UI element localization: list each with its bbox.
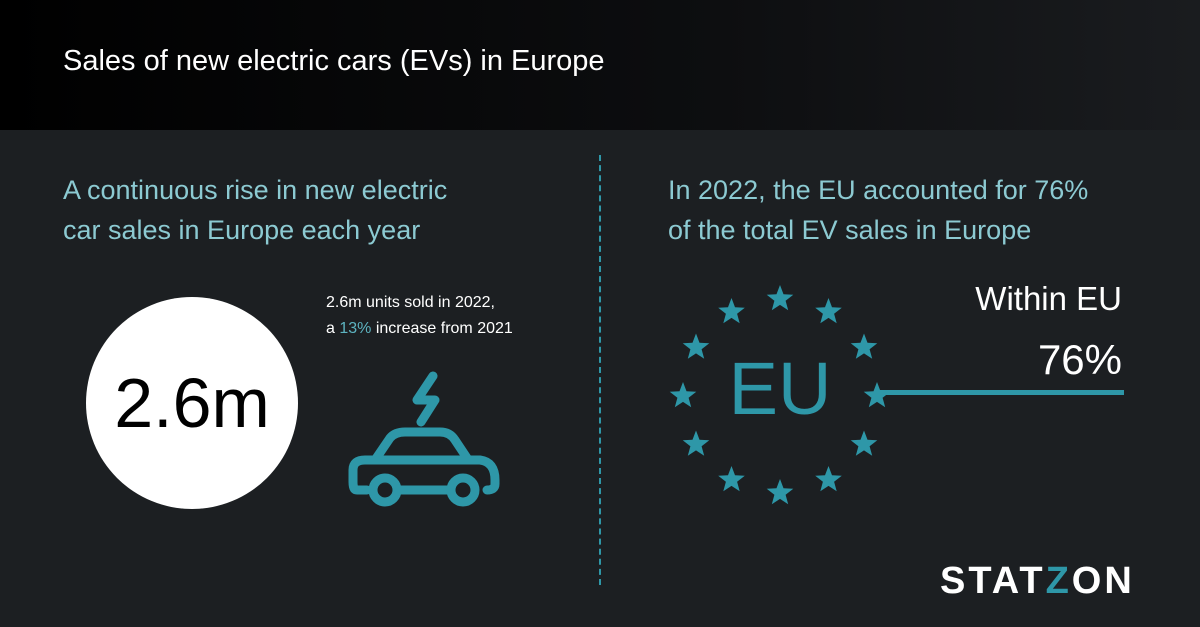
right-headline: In 2022, the EU accounted for 76% of the… — [668, 170, 1088, 250]
eu-star — [669, 382, 697, 408]
eu-star — [850, 430, 878, 456]
eu-star — [766, 479, 794, 505]
left-headline: A continuous rise in new electric car sa… — [63, 170, 447, 250]
sales-note: 2.6m units sold in 2022, a 13% increase … — [326, 290, 513, 342]
big-value: 2.6m — [114, 364, 270, 442]
eu-star — [718, 298, 745, 324]
big-value-circle: 2.6m — [86, 297, 298, 509]
eu-star — [682, 333, 710, 359]
eu-label: EU — [728, 347, 832, 430]
note-prefix: a — [326, 320, 340, 337]
statzon-logo: STATZON — [940, 560, 1135, 602]
note-line2: a 13% increase from 2021 — [326, 316, 513, 342]
share-value: 76% — [1037, 336, 1122, 383]
eu-star — [850, 333, 878, 359]
electric-car-icon — [348, 371, 500, 507]
eu-star — [766, 285, 794, 311]
section-divider — [599, 155, 601, 585]
left-headline-line2: car sales in Europe each year — [63, 215, 421, 245]
share-connector-line — [876, 390, 1124, 395]
note-suffix: increase from 2021 — [371, 320, 513, 337]
page-title: Sales of new electric cars (EVs) in Euro… — [63, 45, 605, 77]
eu-star — [718, 466, 745, 492]
share-label: Within EU — [975, 280, 1122, 317]
eu-star — [815, 466, 842, 492]
note-line1: 2.6m units sold in 2022, — [326, 294, 495, 311]
header-banner: Sales of new electric cars (EVs) in Euro… — [0, 0, 1200, 130]
right-headline-line2: of the total EV sales in Europe — [668, 215, 1032, 245]
eu-star — [682, 430, 710, 456]
left-headline-line1: A continuous rise in new electric — [63, 175, 448, 205]
eu-star — [815, 298, 842, 324]
note-highlight: 13% — [339, 320, 372, 337]
right-headline-line1: In 2022, the EU accounted for 76% — [668, 175, 1089, 205]
